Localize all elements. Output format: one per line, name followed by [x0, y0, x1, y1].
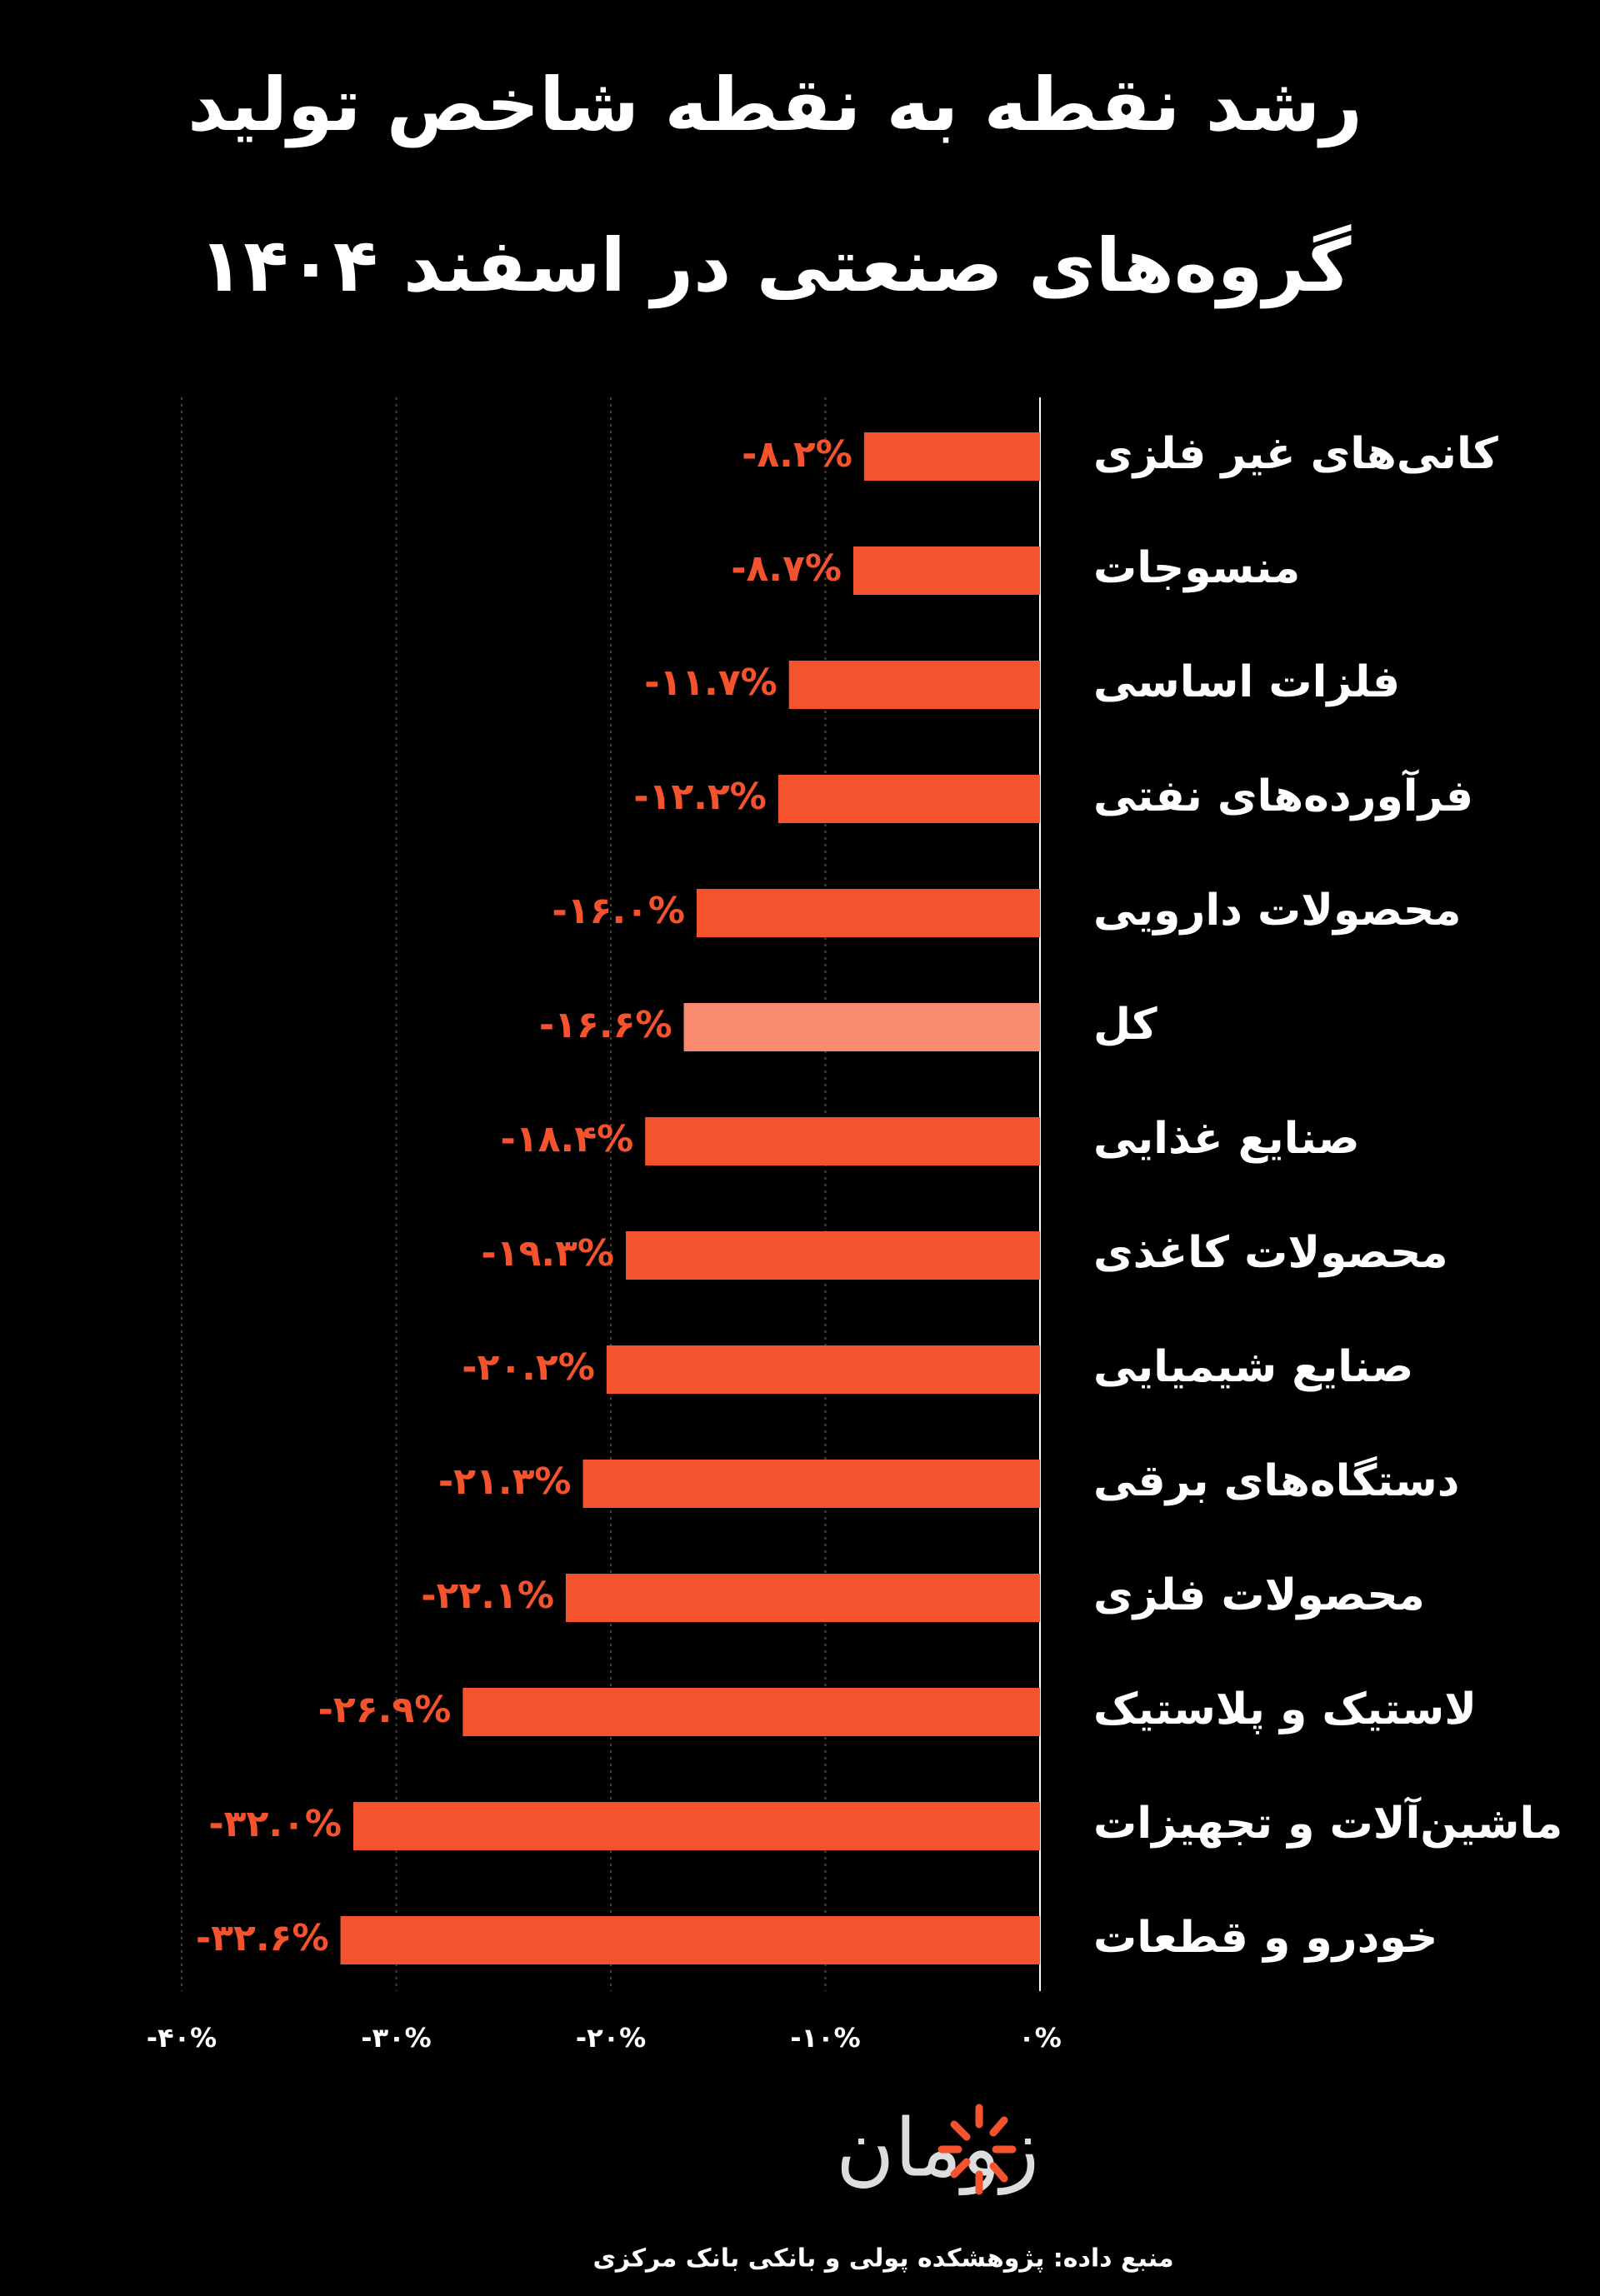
category-label: فلزات اساسی	[1093, 657, 1400, 707]
category-label: محصولات کاغذی	[1093, 1228, 1448, 1278]
x-tick-label: -۱۰%	[790, 2022, 860, 2054]
bar	[683, 1003, 1040, 1051]
bar	[852, 547, 1040, 595]
value-label: -۱۶.۰%	[552, 890, 685, 932]
value-label: -۱۲.۲%	[633, 776, 767, 818]
x-tick-label: -۳۰%	[361, 2022, 431, 2054]
category-label: منسوجات	[1093, 543, 1300, 593]
bar	[565, 1574, 1040, 1622]
value-label: -۳۲.۰%	[208, 1803, 342, 1845]
value-label: -۸.۲%	[742, 433, 852, 476]
value-label: -۳۲.۶%	[196, 1917, 329, 1959]
value-label: -۱۸.۴%	[501, 1118, 634, 1160]
category-label: محصولات دارویی	[1093, 886, 1462, 936]
category-label: فرآورده‌های نفتی	[1093, 769, 1473, 821]
chart-title: رشد نقطه به نقطه شاخص تولید	[188, 62, 1362, 148]
x-tick-label: -۴۰%	[147, 2022, 217, 2054]
value-label: -۸.۷%	[731, 547, 842, 590]
bar	[340, 1916, 1040, 1964]
bar	[462, 1688, 1040, 1736]
category-label: صنایع غذایی	[1093, 1114, 1360, 1164]
category-label: کانی‌های غیر فلزی	[1093, 429, 1498, 479]
value-label: -۱۹.۳%	[481, 1232, 614, 1275]
x-tick-label: -۲۰%	[576, 2022, 646, 2054]
bar	[645, 1117, 1040, 1165]
bar	[626, 1231, 1040, 1280]
source: منبع داده: پژوهشکده پولی و بانکی بانک مر…	[592, 2244, 1173, 2274]
category-label: دستگاه‌های برقی	[1093, 1455, 1459, 1506]
category-label: کل	[1093, 1000, 1158, 1050]
value-label: -۲۶.۹%	[318, 1689, 452, 1731]
bar	[788, 661, 1040, 709]
bar	[863, 432, 1040, 481]
bar	[606, 1345, 1040, 1394]
bar	[582, 1460, 1040, 1508]
bar	[697, 889, 1040, 937]
x-tick-label: ۰%	[1018, 2022, 1062, 2054]
category-label: محصولات فلزی	[1093, 1570, 1425, 1620]
chart-title: گروه‌های صنعتی در اسفند ۱۴۰۴	[199, 222, 1352, 309]
category-label: صنایع شیمیایی	[1093, 1342, 1413, 1392]
logo-icon	[938, 2104, 1017, 2195]
category-label: ماشین‌آلات و تجهیزات	[1093, 1796, 1562, 1849]
value-label: -۲۱.۳%	[438, 1460, 572, 1503]
bar	[778, 775, 1040, 823]
value-label: -۲۰.۲%	[462, 1346, 595, 1389]
category-label: خودرو و قطعات	[1093, 1913, 1438, 1963]
value-label: -۲۲.۱%	[421, 1575, 554, 1617]
value-label: -۱۶.۶%	[539, 1004, 672, 1046]
category-label: لاستیک و پلاستیک	[1093, 1685, 1477, 1734]
bar	[353, 1802, 1040, 1850]
value-label: -۱۱.۷%	[644, 661, 778, 704]
